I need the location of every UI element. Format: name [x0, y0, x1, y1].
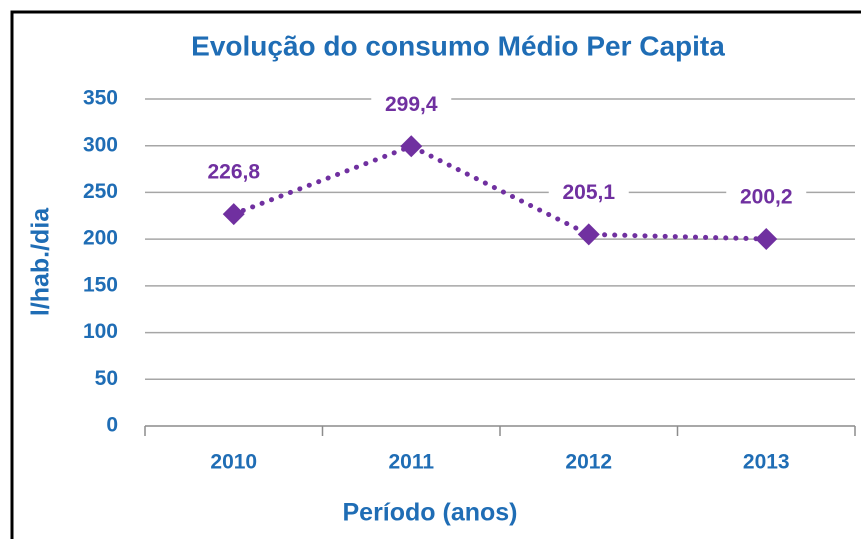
x-tick-label: 2013	[743, 451, 790, 474]
marker	[755, 227, 778, 250]
label-bg	[193, 159, 274, 188]
label-bg	[726, 183, 807, 212]
label-bg	[548, 179, 629, 208]
x-tick-label: 2010	[210, 451, 257, 474]
label-bg	[371, 91, 452, 120]
x-axis-label: Período (anos)	[342, 499, 517, 527]
y-tick-label: 150	[83, 273, 118, 296]
y-tick-label: 350	[83, 87, 118, 110]
frame	[10, 10, 861, 539]
data-label: 200,2	[740, 186, 793, 209]
x-tick-label: 2011	[388, 451, 434, 474]
y-tick-label: 50	[95, 367, 118, 390]
marker	[222, 203, 245, 226]
data-label: 299,4	[385, 93, 438, 116]
chart-title: Evolução do consumo Médio Per Capita	[191, 30, 725, 61]
y-tick-label: 250	[83, 180, 118, 203]
y-tick-label: 0	[106, 414, 118, 437]
marker	[400, 135, 423, 158]
x-tick-label: 2012	[565, 451, 612, 474]
y-tick-label: 100	[83, 320, 118, 343]
y-tick-label: 200	[83, 227, 118, 250]
line	[231, 143, 769, 242]
y-axis-label: l/hab./dia	[27, 207, 55, 316]
data-label: 205,1	[562, 181, 615, 204]
marker	[577, 223, 600, 246]
data-label: 226,8	[207, 161, 260, 184]
y-tick-label: 300	[83, 133, 118, 156]
